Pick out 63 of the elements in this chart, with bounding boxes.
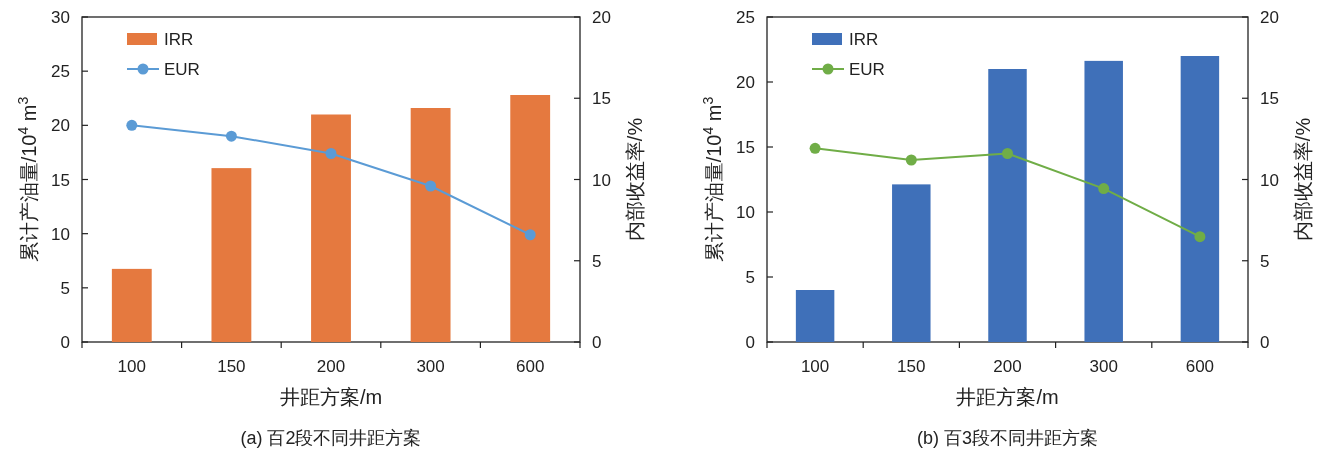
x-axis-title: 井距方案/m [279,386,383,408]
y-tick-label: 5 [745,268,755,287]
point [126,119,138,131]
y-tick-label: 20 [51,116,70,136]
bar [111,268,152,342]
bar [988,69,1027,342]
bar [1084,60,1123,342]
bar [410,108,451,342]
y2-tick-label: 0 [592,333,602,352]
y2-axis-title: 内部收益率/% [624,117,646,242]
point [1002,148,1013,159]
legend-label: EUR [849,60,885,79]
y-tick-label: 0 [60,333,70,352]
y-tick-label: 10 [51,224,70,244]
legend-label: IRR [164,30,194,49]
bar [311,114,351,342]
point [325,148,337,159]
x-tick-label: 300 [416,357,445,376]
x-tick-label: 200 [993,357,1022,376]
point [809,142,821,154]
point [1098,183,1110,195]
y2-axis-title: 内部收益率/% [1292,117,1314,242]
y2-tick-label: 15 [1260,89,1279,109]
y-tick-label: 0 [745,333,755,352]
legend-label: IRR [849,30,879,49]
y-tick-label: 15 [51,170,70,190]
x-tick-label: 300 [1089,357,1118,376]
x-axis-title: 井距方案/m [956,386,1059,408]
x-tick-label: 100 [800,357,830,376]
bar [1180,56,1220,342]
bar [892,184,931,342]
x-tick-label: 150 [217,357,246,376]
bar [795,290,835,342]
x-tick-label: 150 [897,357,926,376]
y-tick-label: 20 [736,73,755,92]
bar [510,95,551,342]
y2-tick-label: 20 [592,8,611,27]
y-tick-label: 10 [736,203,755,222]
y2-tick-label: 0 [1260,333,1270,352]
point [524,229,536,241]
point [425,180,437,192]
y-tick-label: 30 [51,8,70,27]
x-tick-label: 100 [117,357,146,376]
x-tick-label: 600 [1185,357,1215,376]
point [225,130,237,142]
text: (b) 百3段不同井距方案 [916,428,1099,448]
bar [211,168,252,342]
y2-tick-label: 5 [1260,251,1270,271]
y-tick-label: 25 [51,62,70,82]
y-tick-label: 5 [60,278,70,298]
y2-tick-label: 10 [1260,170,1279,190]
y2-tick-label: 20 [1260,8,1279,27]
legend-label: EUR [164,60,200,79]
x-tick-label: 200 [316,357,346,376]
point [905,154,917,166]
y2-tick-label: 10 [592,170,611,190]
y-tick-label: 15 [736,138,755,157]
y2-tick-label: 5 [592,251,602,271]
y-tick-label: 25 [736,8,755,27]
y2-tick-label: 15 [592,89,611,109]
point [1194,231,1206,243]
text: (a) 百2段不同井距方案 [240,428,422,448]
x-tick-label: 600 [516,357,545,376]
